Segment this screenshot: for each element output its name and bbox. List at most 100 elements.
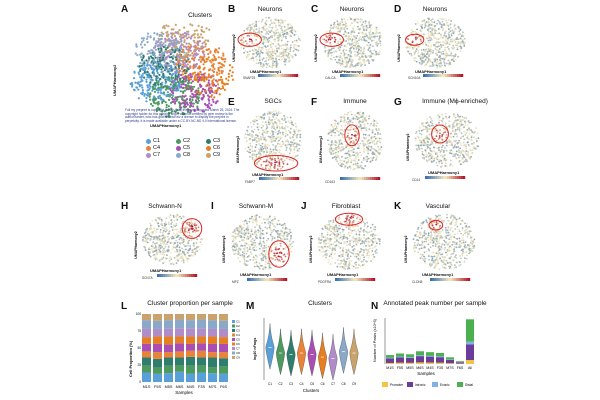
- umap-cell-point: [362, 159, 365, 162]
- umap-cell-point: [427, 39, 430, 42]
- umap-cell-point: [284, 19, 287, 22]
- colorbar-segment: [372, 177, 375, 180]
- umap-cell-point: [190, 219, 193, 221]
- umap-cell-point: [465, 153, 468, 156]
- umap-cell-point: [205, 84, 208, 88]
- umap-cell-point: [219, 87, 222, 90]
- umap-cell-point: [436, 32, 439, 35]
- umap-cell-point: [243, 29, 246, 32]
- umap-cell-point: [355, 40, 358, 42]
- umap-cell-point: [466, 130, 469, 133]
- umap-cell-point: [327, 139, 329, 142]
- umap-cell-point: [354, 38, 356, 41]
- colorbar-segment: [296, 74, 299, 77]
- umap-cell-point: [417, 146, 420, 148]
- umap-cell-point: [161, 58, 164, 61]
- umap-cell-point: [187, 79, 190, 83]
- umap-cell-point: [332, 150, 334, 152]
- umap-cell-point: [151, 49, 154, 52]
- umap-cell-point: [326, 53, 329, 56]
- umap-cell-point: [379, 42, 381, 45]
- umap-cell-point: [148, 84, 151, 87]
- umap-cell-point: [213, 49, 216, 53]
- panel-B-colorbar: [258, 74, 299, 77]
- umap-cell-point: [187, 36, 191, 39]
- umap-cell-point: [196, 33, 199, 36]
- umap-cell-point: [274, 45, 277, 48]
- umap-cell-point: [279, 137, 282, 140]
- umap-cell-point: [443, 149, 445, 152]
- colorbar-segment: [441, 176, 444, 179]
- umap-cell-point: [210, 104, 213, 107]
- umap-cell-point: [280, 55, 283, 58]
- umap-cell-point: [361, 140, 364, 142]
- umap-cell-point: [449, 26, 452, 29]
- umap-cell-point: [146, 84, 149, 87]
- umap-cell-point: [364, 35, 366, 38]
- umap-cell-point: [154, 82, 157, 85]
- umap-cell-point: [269, 26, 271, 29]
- umap-cell-point: [173, 80, 176, 83]
- umap-cell-point: [449, 54, 451, 57]
- umap-cell-point: [274, 121, 276, 124]
- umap-cell-point: [360, 47, 362, 49]
- umap-cell-point: [272, 144, 274, 146]
- umap-cell-point: [230, 74, 233, 77]
- umap-cell-point: [426, 61, 429, 63]
- umap-cell-point: [442, 36, 444, 39]
- umap-cell-point: [461, 150, 463, 152]
- umap-cell-point: [362, 32, 364, 35]
- panel-D-gene: SCN10A: [408, 76, 421, 80]
- umap-cell-point: [331, 125, 334, 128]
- umap-cell-point: [273, 118, 276, 121]
- umap-cell-point: [147, 75, 150, 78]
- umap-cell-point: [269, 148, 272, 150]
- umap-cell-point: [454, 128, 457, 131]
- colorbar-segment: [459, 74, 462, 77]
- umap-cell-point: [248, 40, 251, 43]
- umap-cell-point: [186, 53, 190, 56]
- colorbar-segment: [352, 74, 355, 77]
- umap-cell-point: [438, 136, 441, 139]
- umap-cell-point: [228, 64, 232, 67]
- umap-cell-point: [260, 30, 263, 33]
- umap-cell-point: [339, 138, 342, 141]
- umap-cell-point: [444, 57, 447, 59]
- umap-cell-point: [471, 143, 473, 145]
- colorbar-segment: [370, 177, 373, 180]
- legend-label: C7: [153, 152, 161, 158]
- umap-cell-point: [171, 262, 174, 264]
- umap-ylabel: UMAPHarmony2: [236, 136, 240, 163]
- umap-cell-point: [143, 232, 146, 235]
- umap-cell-point: [467, 153, 469, 156]
- umap-cell-point: [176, 109, 179, 112]
- umap-cell-point: [157, 66, 160, 70]
- umap-cell-point: [459, 50, 462, 53]
- umap-cell-point: [344, 58, 346, 60]
- umap-cell-point: [442, 156, 445, 159]
- umap-cell-point: [196, 42, 199, 46]
- umap-cell-point: [184, 65, 187, 68]
- umap-cell-point: [299, 144, 302, 147]
- umap-cell-point: [283, 115, 285, 117]
- umap-cell-point: [371, 159, 374, 162]
- umap-cell-point: [424, 125, 427, 128]
- umap-cell-point: [468, 132, 471, 135]
- umap-cell-point: [445, 62, 448, 65]
- umap-cell-point: [277, 31, 280, 34]
- umap-cell-point: [186, 237, 189, 240]
- umap-cell-point: [288, 152, 291, 155]
- umap-cell-point: [207, 81, 210, 84]
- umap-cell-point: [444, 39, 447, 42]
- umap-cell-point: [140, 64, 143, 67]
- umap-cell-point: [255, 155, 258, 158]
- umap-cell-point: [455, 38, 458, 41]
- umap-cell-point: [162, 72, 165, 76]
- colorbar-segment: [297, 177, 300, 180]
- umap-cell-point: [291, 123, 293, 125]
- umap-cell-point: [454, 143, 457, 146]
- umap-cell-point: [267, 111, 270, 113]
- umap-cell-point: [196, 101, 199, 105]
- umap-cell-point: [154, 48, 157, 51]
- umap-cell-point: [358, 37, 361, 39]
